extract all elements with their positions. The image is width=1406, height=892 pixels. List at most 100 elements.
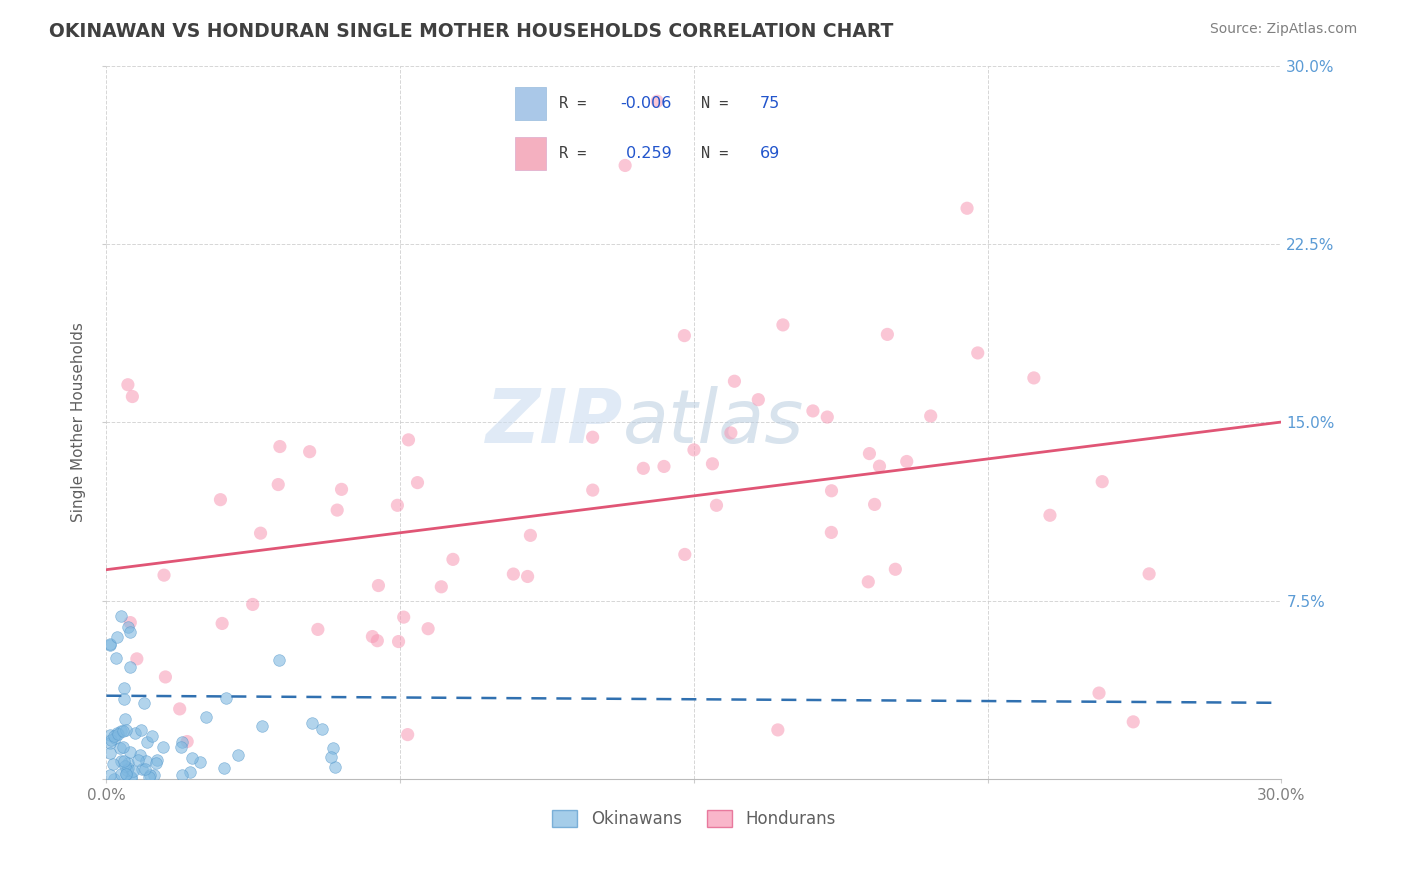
Point: [145, 756, 167, 771]
Point: [153, 568, 176, 582]
Point: [215, 690, 238, 705]
Point: [170, 735, 193, 749]
Point: [146, 754, 169, 768]
Point: [582, 483, 605, 497]
Point: [98, 746, 121, 760]
Point: [103, 731, 125, 746]
Point: [723, 374, 745, 388]
Point: [110, 724, 132, 739]
FancyBboxPatch shape: [516, 87, 547, 120]
Text: -0.006: -0.006: [620, 96, 672, 111]
Point: [117, 756, 139, 770]
Point: [108, 741, 131, 756]
Point: [326, 503, 349, 517]
Point: [179, 764, 201, 779]
Point: [516, 569, 538, 583]
Point: [169, 702, 191, 716]
Point: [110, 766, 132, 780]
Point: [114, 681, 136, 695]
Point: [142, 768, 165, 782]
Text: R =: R =: [558, 96, 586, 111]
Text: 0.259: 0.259: [620, 146, 671, 161]
Text: 75: 75: [759, 96, 780, 111]
Point: [706, 498, 728, 512]
Point: [115, 767, 138, 781]
Point: [322, 741, 344, 756]
Point: [956, 201, 979, 215]
Point: [105, 631, 128, 645]
Point: [1039, 508, 1062, 523]
Point: [330, 483, 353, 497]
Point: [103, 729, 125, 743]
Point: [211, 616, 233, 631]
Point: [863, 497, 886, 511]
Point: [430, 580, 453, 594]
Point: [135, 735, 157, 749]
Point: [896, 454, 918, 468]
Point: [869, 459, 891, 474]
Point: [298, 444, 321, 458]
Point: [118, 625, 141, 640]
Point: [226, 747, 249, 762]
Point: [114, 713, 136, 727]
Point: [170, 768, 193, 782]
Point: [129, 723, 152, 737]
Point: [152, 739, 174, 754]
Point: [176, 734, 198, 748]
Text: ZIP: ZIP: [486, 385, 623, 458]
Point: [876, 327, 898, 342]
Point: [100, 733, 122, 747]
Point: [772, 318, 794, 332]
Point: [114, 759, 136, 773]
Point: [920, 409, 942, 423]
Point: [361, 630, 384, 644]
Point: [267, 477, 290, 491]
Point: [250, 719, 273, 733]
Point: [652, 459, 675, 474]
Point: [858, 446, 880, 460]
Point: [581, 430, 603, 444]
Point: [387, 634, 409, 648]
Point: [366, 633, 388, 648]
Point: [120, 770, 142, 784]
Point: [180, 751, 202, 765]
Point: [98, 736, 121, 750]
Point: [101, 756, 124, 771]
Point: [396, 728, 419, 742]
Point: [212, 761, 235, 775]
Text: N =: N =: [702, 146, 728, 161]
Point: [387, 498, 409, 512]
Point: [131, 762, 153, 776]
Point: [820, 483, 842, 498]
Point: [269, 653, 291, 667]
Point: [105, 651, 128, 665]
Point: [98, 768, 121, 782]
Point: [132, 696, 155, 710]
Point: [112, 724, 135, 739]
Point: [112, 739, 135, 754]
Point: [120, 771, 142, 785]
Point: [98, 638, 121, 652]
Point: [117, 377, 139, 392]
Point: [269, 440, 291, 454]
Point: [195, 709, 218, 723]
Point: [112, 754, 135, 768]
Point: [114, 723, 136, 737]
Point: [766, 723, 789, 737]
Point: [645, 95, 668, 109]
FancyBboxPatch shape: [516, 137, 547, 170]
Legend: Okinawans, Hondurans: Okinawans, Hondurans: [546, 804, 842, 835]
Text: Source: ZipAtlas.com: Source: ZipAtlas.com: [1209, 22, 1357, 37]
Point: [1137, 566, 1160, 581]
Point: [319, 749, 342, 764]
Point: [122, 764, 145, 779]
Point: [115, 766, 138, 780]
Point: [392, 610, 415, 624]
Point: [124, 726, 146, 740]
Point: [103, 772, 125, 786]
Point: [98, 636, 121, 650]
Point: [138, 770, 160, 784]
Point: [98, 728, 121, 742]
Point: [120, 615, 142, 630]
Point: [416, 622, 439, 636]
